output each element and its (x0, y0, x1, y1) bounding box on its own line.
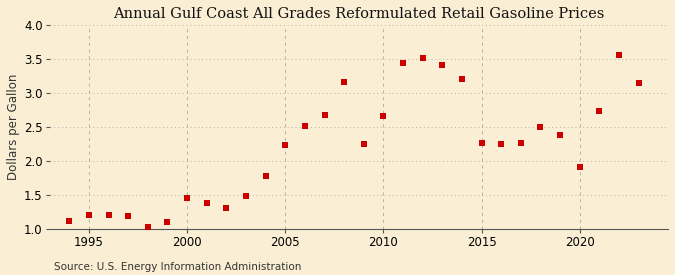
Point (221, 206, 232, 210)
Point (162, 220, 173, 224)
Point (516, 140, 526, 145)
Point (398, 61, 408, 65)
Point (261, 174, 271, 178)
Point (339, 80, 350, 84)
Point (594, 109, 605, 113)
Point (437, 63, 448, 67)
Point (103, 212, 114, 217)
Point (123, 214, 134, 218)
Point (84, 212, 95, 217)
Point (496, 142, 507, 146)
Point (555, 133, 566, 137)
Point (240, 193, 251, 198)
Point (280, 143, 291, 147)
Point (476, 140, 487, 145)
Point (358, 142, 369, 146)
Point (142, 225, 153, 229)
Point (574, 165, 585, 169)
Point (182, 195, 192, 200)
Point (633, 81, 644, 86)
Point (614, 53, 624, 58)
Point (319, 113, 330, 117)
Point (201, 201, 212, 205)
Point (300, 123, 310, 128)
Point (378, 114, 389, 118)
Point (417, 55, 428, 60)
Point (456, 76, 467, 81)
Title: Annual Gulf Coast All Grades Reformulated Retail Gasoline Prices: Annual Gulf Coast All Grades Reformulate… (113, 7, 605, 21)
Y-axis label: Dollars per Gallon: Dollars per Gallon (7, 74, 20, 180)
Point (535, 125, 546, 129)
Point (64, 219, 75, 224)
Text: Source: U.S. Energy Information Administration: Source: U.S. Energy Information Administ… (54, 262, 301, 272)
